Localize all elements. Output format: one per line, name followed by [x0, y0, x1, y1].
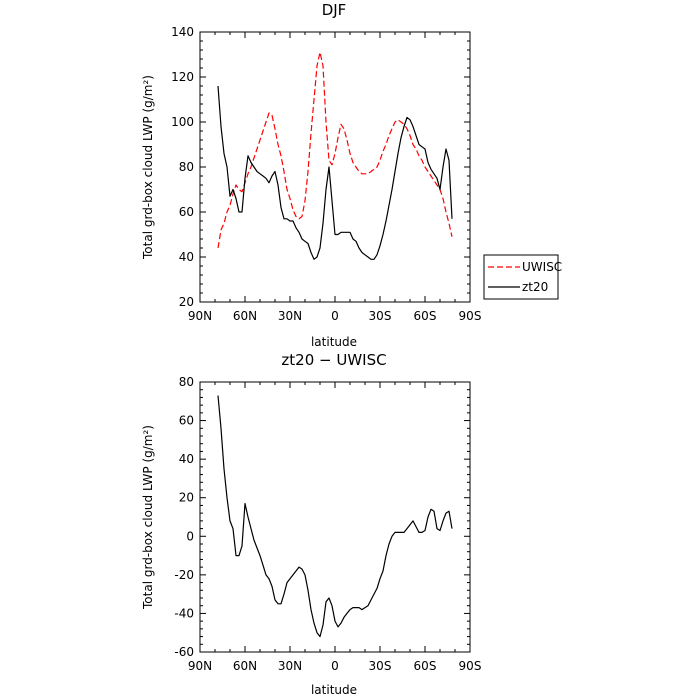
top-x-axis-label: latitude	[311, 335, 357, 349]
top-y-tick-label: 60	[179, 205, 194, 219]
top-x-tick-label: 30S	[369, 309, 392, 323]
bottom-x-tick-label: 30S	[369, 659, 392, 673]
top-x-tick-label: 60N	[233, 309, 257, 323]
bottom-y-tick-label: -20	[174, 568, 194, 582]
bottom-chart-title: zt20 − UWISC	[281, 351, 386, 369]
bottom-x-tick-label: 0	[331, 659, 339, 673]
bottom-plot-frame	[199, 381, 471, 653]
top-y-tick-label: 120	[171, 70, 194, 84]
top-y-tick-label: 100	[171, 115, 194, 129]
top-y-tick-label: 80	[179, 160, 194, 174]
bottom-y-tick-label: -60	[174, 645, 194, 659]
top-series-line-uwisc	[217, 51, 453, 249]
top-y-tick-label: 20	[179, 295, 194, 309]
top-y-tick-label: 40	[179, 250, 194, 264]
top-x-tick-label: 90S	[459, 309, 482, 323]
legend-label-uwisc: UWISC	[522, 260, 562, 274]
bottom-y-axis-label: Total grd-box cloud LWP (g/m²)	[141, 425, 155, 610]
bottom-x-tick-label: 90S	[459, 659, 482, 673]
bottom-x-axis-label: latitude	[311, 683, 357, 697]
top-y-tick-label: 140	[171, 25, 194, 39]
top-x-tick-label: 60S	[414, 309, 437, 323]
bottom-x-tick-label: 90N	[188, 659, 212, 673]
bottom-y-tick-label: 20	[179, 491, 194, 505]
legend-box	[483, 254, 559, 300]
legend-label-zt20: zt20	[522, 280, 548, 294]
bottom-x-tick-label: 60S	[414, 659, 437, 673]
top-x-tick-label: 90N	[188, 309, 212, 323]
top-x-tick-label: 30N	[278, 309, 302, 323]
bottom-series-line-difference	[217, 395, 453, 638]
bottom-x-tick-label: 60N	[233, 659, 257, 673]
top-y-axis-label: Total grd-box cloud LWP (g/m²)	[141, 75, 155, 260]
legend: UWISC zt20	[483, 254, 562, 300]
top-chart-title: DJF	[322, 1, 347, 19]
top-series-line-zt20	[217, 85, 453, 260]
top-x-tick-label: 0	[331, 309, 339, 323]
bottom-x-tick-label: 30N	[278, 659, 302, 673]
bottom-y-tick-label: 60	[179, 414, 194, 428]
bottom-y-tick-label: 80	[179, 375, 194, 389]
bottom-y-tick-label: 0	[186, 529, 194, 543]
bottom-y-tick-label: 40	[179, 452, 194, 466]
bottom-y-tick-label: -40	[174, 606, 194, 620]
